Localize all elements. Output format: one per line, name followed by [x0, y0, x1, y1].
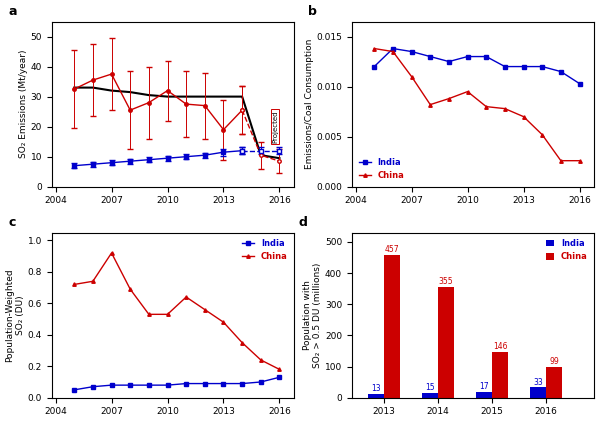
- India: [464, 54, 471, 59]
- Text: c: c: [8, 216, 16, 229]
- China: [371, 46, 378, 51]
- India: [557, 69, 565, 74]
- China: [145, 312, 152, 317]
- Bar: [476, 392, 492, 398]
- Bar: [530, 387, 546, 398]
- India: [127, 383, 134, 388]
- Bar: [368, 394, 384, 398]
- China: [164, 312, 171, 317]
- Y-axis label: Emissions/Coal Consumption: Emissions/Coal Consumption: [305, 39, 314, 169]
- India: [164, 383, 171, 388]
- China: [445, 96, 452, 101]
- China: [182, 295, 190, 300]
- Text: 15: 15: [425, 383, 435, 392]
- China: [427, 102, 434, 107]
- China: [501, 106, 508, 111]
- Line: India: India: [73, 376, 281, 392]
- India: [201, 381, 208, 386]
- India: [182, 381, 190, 386]
- China: [220, 319, 227, 325]
- India: [89, 384, 97, 389]
- Line: China: China: [73, 251, 281, 371]
- Legend: India, China: India, China: [239, 237, 290, 264]
- India: [220, 381, 227, 386]
- India: [427, 54, 434, 59]
- Legend: India, China: India, China: [356, 155, 407, 183]
- India: [482, 54, 490, 59]
- China: [71, 282, 78, 287]
- India: [501, 64, 508, 69]
- Bar: [492, 352, 508, 398]
- China: [539, 132, 546, 137]
- Text: 355: 355: [439, 277, 454, 286]
- India: [71, 387, 78, 392]
- Text: 146: 146: [493, 342, 508, 351]
- Text: 17: 17: [479, 382, 489, 392]
- Text: 457: 457: [385, 245, 400, 254]
- India: [371, 64, 378, 69]
- Text: b: b: [308, 5, 317, 18]
- India: [108, 383, 115, 388]
- Bar: [546, 367, 562, 398]
- Y-axis label: SO₂ Emissions (Mt/year): SO₂ Emissions (Mt/year): [19, 50, 28, 158]
- Legend: India, China: India, China: [544, 237, 590, 264]
- India: [389, 46, 397, 51]
- China: [239, 340, 246, 345]
- Text: a: a: [8, 5, 17, 18]
- India: [539, 64, 546, 69]
- India: [145, 383, 152, 388]
- India: [239, 381, 246, 386]
- India: [257, 379, 265, 384]
- China: [520, 114, 527, 119]
- Y-axis label: Population with
SO₂ > 0.5 DU (millions): Population with SO₂ > 0.5 DU (millions): [303, 262, 322, 368]
- Bar: [422, 393, 438, 398]
- Text: Projected: Projected: [272, 111, 278, 143]
- China: [557, 158, 565, 163]
- India: [445, 59, 452, 64]
- India: [408, 49, 415, 54]
- India: [576, 81, 583, 86]
- China: [576, 158, 583, 163]
- China: [108, 250, 115, 255]
- China: [482, 104, 490, 109]
- Bar: [438, 287, 454, 398]
- Text: 13: 13: [371, 384, 381, 393]
- China: [276, 367, 283, 372]
- China: [201, 307, 208, 312]
- Line: China: China: [373, 47, 581, 162]
- Text: 99: 99: [549, 357, 559, 366]
- China: [408, 74, 415, 79]
- China: [89, 279, 97, 284]
- China: [464, 89, 471, 94]
- India: [276, 375, 283, 380]
- China: [389, 49, 397, 54]
- China: [257, 357, 265, 362]
- Text: 33: 33: [533, 378, 543, 387]
- China: [127, 287, 134, 292]
- Line: India: India: [373, 47, 581, 85]
- Text: d: d: [299, 216, 307, 229]
- India: [520, 64, 527, 69]
- Y-axis label: Population-Weighted
SO₂ (DU): Population-Weighted SO₂ (DU): [5, 268, 25, 362]
- Bar: [384, 255, 400, 398]
